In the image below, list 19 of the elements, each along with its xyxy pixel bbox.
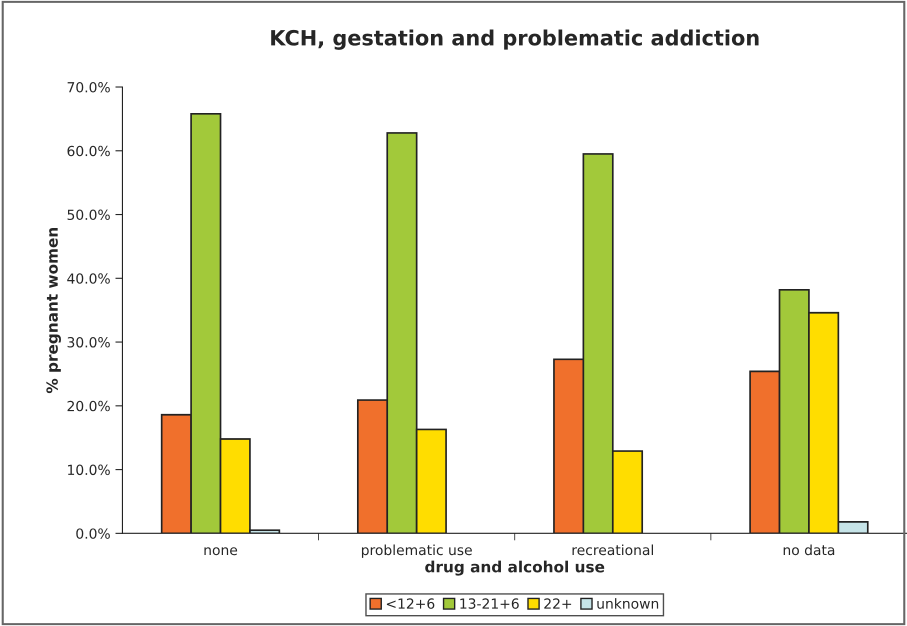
y-tick-label: 30.0% [68,337,110,348]
legend-label: 22+ [544,598,572,609]
legend-label: unknown [597,598,658,609]
y-tick-label: 60.0% [67,146,110,156]
y-tick-label: 20.0% [68,400,110,412]
x-axis-title: drug and alcohol use [425,560,604,576]
x-tick-label: problematic use [362,544,472,558]
x-tick-label: none [204,547,238,556]
x-tick-label: no data [784,544,834,556]
x-tick-label: recreational [572,544,653,556]
y-tick-label: 10.0% [68,464,110,476]
y-tick-label: 50.0% [68,210,110,220]
y-axis-title: % pregnant women [46,228,61,394]
y-tick-label: 40.0% [67,273,110,284]
legend-label: <12+6 [386,598,434,609]
legend-label: 13-21+6 [460,598,519,609]
chart-title: KCH, gestation and problematic addiction [271,30,759,50]
y-tick-label: 70.0% [68,82,110,92]
y-tick-label: 0.0% [76,528,110,539]
